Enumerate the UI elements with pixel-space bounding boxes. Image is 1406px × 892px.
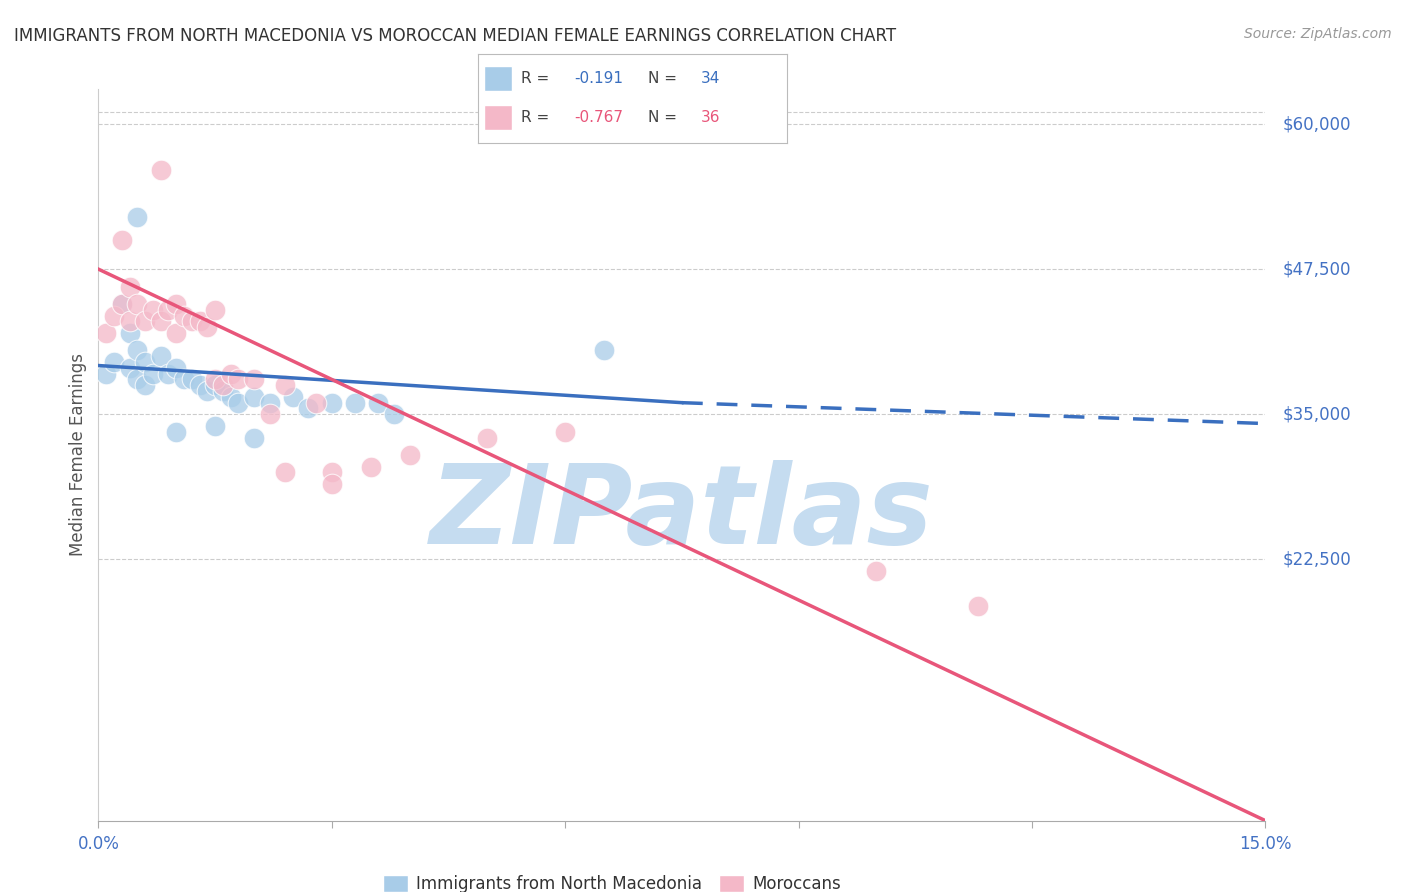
Point (966, 599, 988, 613)
Point (367, 395, 389, 409)
Text: $22,500: $22,500 (1282, 550, 1351, 568)
Point (188, 314, 211, 328)
Point (228, 395, 250, 409)
Point (165, 326, 187, 340)
Point (305, 395, 328, 409)
Point (118, 326, 141, 340)
Point (259, 407, 281, 421)
Point (554, 425, 576, 439)
Point (142, 367, 165, 381)
Text: ZIPatlas: ZIPatlas (430, 460, 934, 567)
Point (321, 477, 343, 491)
Text: $47,500: $47,500 (1282, 260, 1351, 278)
Point (281, 390, 304, 404)
Point (243, 390, 266, 404)
Point (321, 466, 343, 480)
Point (134, 355, 156, 369)
Point (111, 297, 134, 311)
FancyBboxPatch shape (484, 66, 512, 91)
Point (243, 372, 266, 386)
Point (204, 418, 226, 433)
Point (204, 378, 226, 392)
Point (142, 302, 165, 317)
Point (103, 309, 125, 323)
Point (173, 372, 195, 386)
Text: N =: N = (648, 71, 682, 86)
Point (195, 320, 218, 334)
Point (180, 372, 202, 386)
Point (134, 314, 156, 328)
Text: -0.767: -0.767 (574, 111, 623, 125)
Point (188, 378, 211, 392)
Point (259, 395, 281, 409)
Point (477, 430, 499, 444)
Point (360, 459, 382, 474)
Point (165, 297, 187, 311)
Point (321, 395, 343, 409)
Point (157, 367, 180, 381)
Text: N =: N = (648, 111, 682, 125)
Point (212, 384, 235, 398)
Point (297, 401, 319, 416)
Text: 34: 34 (700, 71, 720, 86)
Point (195, 384, 218, 398)
Text: R =: R = (522, 71, 554, 86)
Point (111, 297, 134, 311)
Point (398, 448, 420, 462)
Point (127, 297, 149, 311)
Point (149, 349, 172, 363)
Point (149, 314, 172, 328)
Point (149, 163, 172, 178)
Point (204, 302, 226, 317)
Legend: Immigrants from North Macedonia, Moroccans: Immigrants from North Macedonia, Morocca… (377, 869, 848, 892)
Text: R =: R = (522, 111, 554, 125)
Point (165, 360, 187, 375)
Text: 36: 36 (700, 111, 720, 125)
Point (127, 343, 149, 358)
Point (593, 343, 616, 358)
Point (274, 378, 297, 392)
Point (96, 326, 118, 340)
Text: Source: ZipAtlas.com: Source: ZipAtlas.com (1244, 27, 1392, 41)
Point (118, 360, 141, 375)
Point (219, 390, 242, 404)
Text: $35,000: $35,000 (1282, 405, 1351, 424)
Point (865, 564, 887, 578)
Text: IMMIGRANTS FROM NORTH MACEDONIA VS MOROCCAN MEDIAN FEMALE EARNINGS CORRELATION C: IMMIGRANTS FROM NORTH MACEDONIA VS MOROC… (14, 27, 896, 45)
Point (127, 372, 149, 386)
Point (103, 355, 125, 369)
Point (157, 302, 180, 317)
Point (344, 395, 367, 409)
Text: -0.191: -0.191 (574, 71, 623, 86)
Point (212, 378, 235, 392)
Point (204, 372, 226, 386)
Text: $60,000: $60,000 (1282, 115, 1351, 133)
FancyBboxPatch shape (484, 105, 512, 130)
Point (228, 372, 250, 386)
Point (118, 279, 141, 293)
Point (173, 309, 195, 323)
Point (180, 314, 202, 328)
Point (219, 367, 242, 381)
Point (382, 407, 405, 421)
Point (96, 367, 118, 381)
Point (134, 378, 156, 392)
Point (111, 233, 134, 247)
Y-axis label: Median Female Earnings: Median Female Earnings (69, 353, 87, 557)
Point (274, 466, 297, 480)
Point (118, 314, 141, 328)
Point (165, 425, 187, 439)
Point (127, 210, 149, 224)
Point (243, 430, 266, 444)
